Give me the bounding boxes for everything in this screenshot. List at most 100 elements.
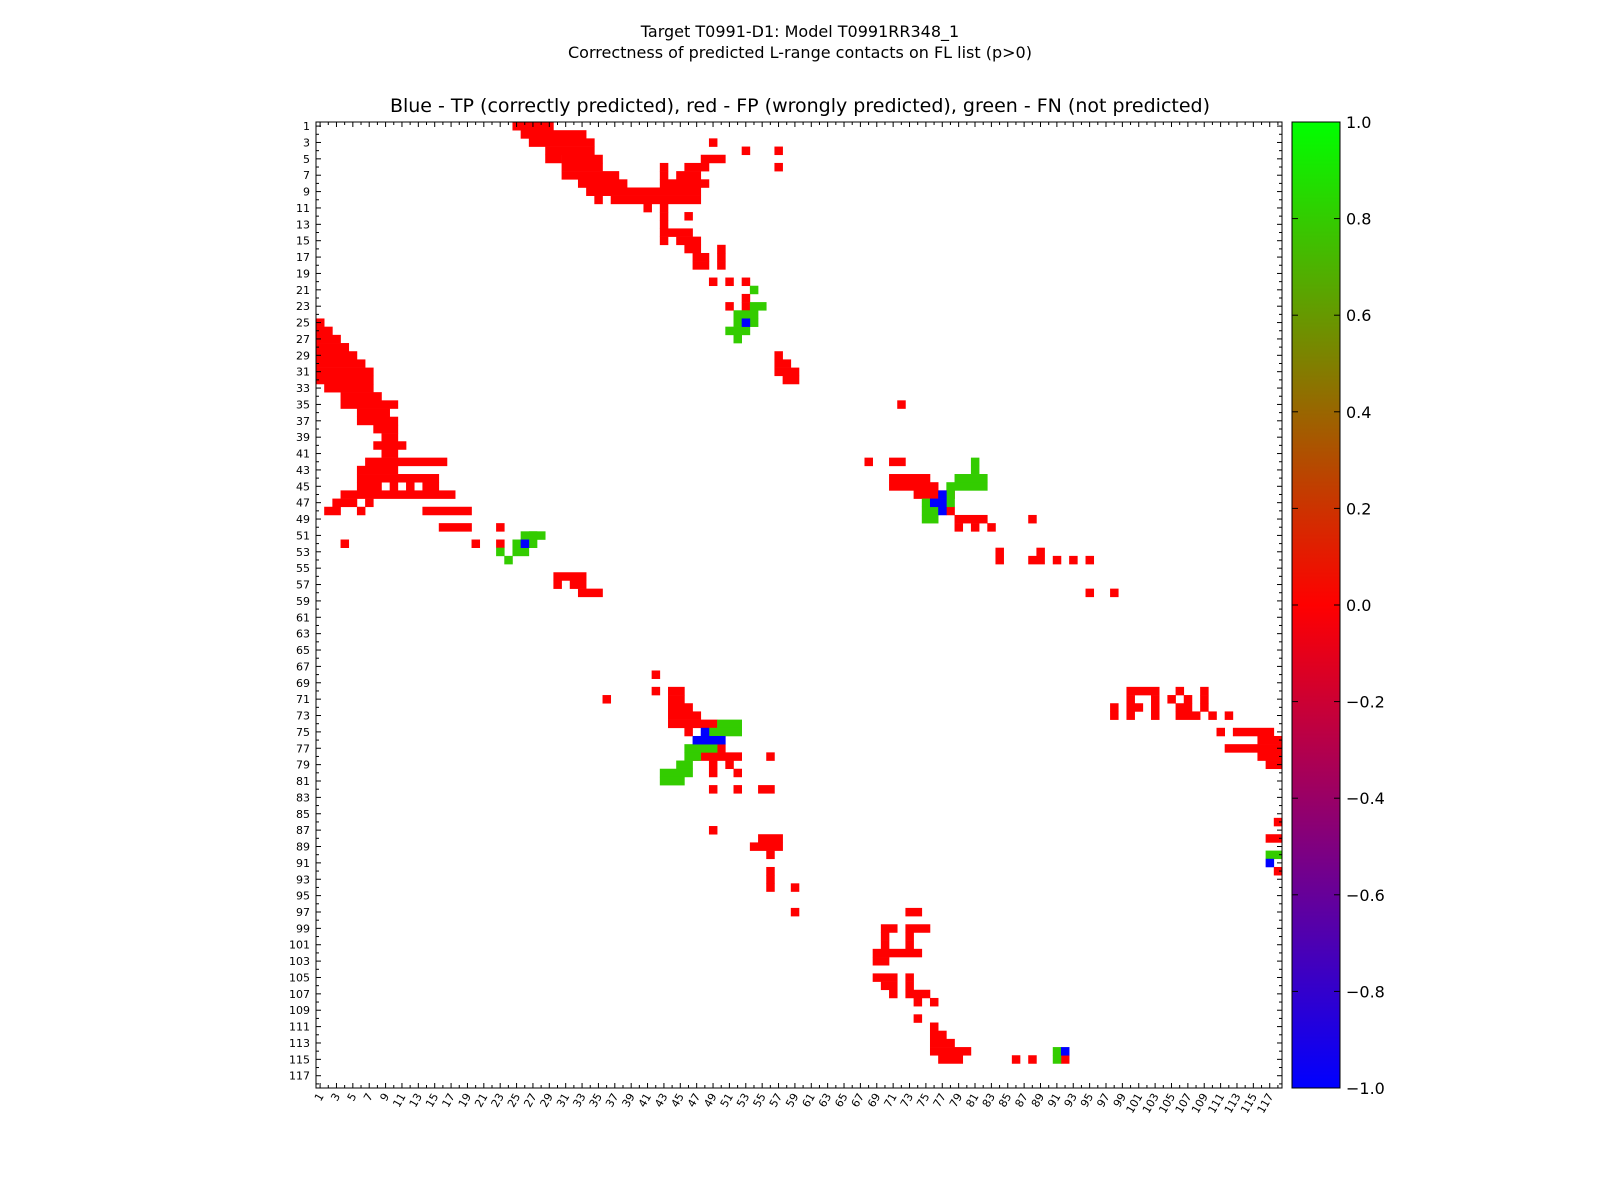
y-axis-ticks: 1357911131517192123252729313335373941434…: [289, 120, 1282, 1085]
x-tick-label: 49: [701, 1091, 719, 1110]
cell-fp: [373, 424, 399, 434]
cell-fn: [708, 727, 742, 737]
cell-fp: [569, 580, 587, 589]
cell-fn: [504, 555, 513, 565]
colorbar-tick-label: 0.0: [1346, 596, 1371, 615]
cell-fp: [1028, 555, 1045, 565]
x-tick-label: 61: [800, 1091, 818, 1110]
x-tick-label: 35: [587, 1091, 605, 1110]
cell-fp: [987, 523, 996, 532]
cell-fp: [905, 924, 931, 933]
cell-fp: [659, 236, 669, 246]
cell-fp: [913, 490, 955, 499]
cell-fp: [758, 785, 775, 794]
figure-title-line-1: Target T0991-D1: Model T0991RR348_1: [640, 22, 960, 41]
cell-fp: [684, 244, 702, 254]
plot-frame: [315, 121, 1283, 1089]
colorbar-tick-label: −0.4: [1346, 789, 1385, 808]
cell-fn: [659, 768, 693, 778]
cell-fp: [913, 1014, 923, 1023]
x-tick-label: 27: [521, 1091, 539, 1110]
cell-fp: [1052, 555, 1062, 565]
cell-fp: [970, 523, 980, 532]
x-tick-label: 13: [407, 1091, 425, 1110]
y-tick-label: 101: [289, 939, 310, 952]
cell-fp: [610, 195, 702, 205]
y-tick-label: 11: [296, 202, 310, 215]
cell-fp: [561, 154, 603, 164]
colorbar-tick-label: 1.0: [1346, 113, 1371, 132]
cell-fp: [316, 367, 374, 377]
cell-fp: [1265, 834, 1283, 843]
x-tick-label: 71: [881, 1091, 899, 1110]
x-tick-label: 21: [472, 1091, 490, 1110]
cell-fp: [356, 465, 399, 475]
cell-fp: [1151, 711, 1160, 720]
x-tick-label: 29: [538, 1091, 556, 1110]
cell-fp: [774, 367, 800, 377]
cell-tp: [1060, 1047, 1070, 1056]
x-tick-label: 83: [980, 1091, 998, 1110]
cell-fp: [1126, 711, 1135, 720]
y-tick-label: 103: [289, 955, 310, 968]
x-tick-label: 45: [669, 1091, 687, 1110]
x-tick-label: 25: [505, 1091, 523, 1110]
chart-title: Blue - TP (correctly predicted), red - F…: [389, 95, 1211, 117]
cell-fp: [717, 261, 726, 270]
y-tick-label: 113: [289, 1037, 310, 1050]
x-tick-label: 5: [345, 1091, 360, 1104]
cell-fp: [929, 1047, 972, 1056]
cell-fp: [496, 539, 505, 548]
cell-fn: [749, 318, 759, 327]
colorbar-gradient: [1291, 121, 1341, 1089]
cell-fp: [340, 392, 382, 401]
cell-fp: [586, 187, 702, 196]
x-tick-label: 43: [652, 1091, 670, 1110]
cell-fp: [872, 948, 923, 958]
cell-fp: [708, 785, 718, 794]
y-tick-label: 17: [296, 251, 310, 264]
y-tick-label: 7: [303, 169, 310, 182]
cell-fp: [790, 907, 800, 917]
cell-fp: [316, 334, 341, 344]
cell-fn: [676, 760, 693, 770]
cell-fp: [774, 351, 783, 360]
y-tick-label: 49: [296, 513, 310, 526]
y-tick-label: 77: [296, 742, 310, 755]
y-tick-label: 41: [296, 448, 310, 461]
cell-fp: [528, 138, 595, 147]
colorbar-tick-label: −0.6: [1346, 886, 1385, 905]
cell-fp: [659, 171, 669, 180]
colorbar-tick-label: 0.8: [1346, 210, 1371, 229]
cell-fp: [422, 506, 472, 516]
y-tick-label: 29: [296, 349, 310, 362]
x-tick-label: 95: [1078, 1091, 1096, 1110]
x-tick-label: 33: [570, 1091, 588, 1110]
cell-fp: [929, 1022, 939, 1031]
cell-fp: [356, 416, 399, 426]
cell-fp: [790, 883, 800, 892]
cell-fp: [1224, 744, 1283, 753]
cell-fp: [1175, 686, 1185, 696]
x-tick-label: 93: [1062, 1091, 1080, 1110]
cell-fn: [946, 498, 955, 508]
cell-fp: [373, 441, 407, 450]
cell-fp: [1273, 866, 1283, 876]
cell-fn: [921, 514, 939, 524]
cell-fn: [512, 539, 521, 548]
cell-fp: [1110, 588, 1119, 598]
cell-fp: [422, 482, 440, 491]
x-tick-label: 53: [734, 1091, 752, 1110]
cell-tp: [520, 539, 530, 548]
cell-fp: [741, 293, 751, 303]
cell-fp: [668, 703, 693, 712]
cell-fp: [954, 523, 964, 532]
y-tick-label: 89: [296, 841, 310, 854]
x-tick-label: 81: [963, 1091, 981, 1110]
cell-fp: [733, 768, 742, 778]
cell-fp: [1224, 711, 1234, 720]
cell-fp: [381, 433, 399, 442]
y-tick-label: 115: [289, 1053, 310, 1066]
cell-fp: [725, 760, 734, 770]
cell-fn: [512, 547, 530, 557]
